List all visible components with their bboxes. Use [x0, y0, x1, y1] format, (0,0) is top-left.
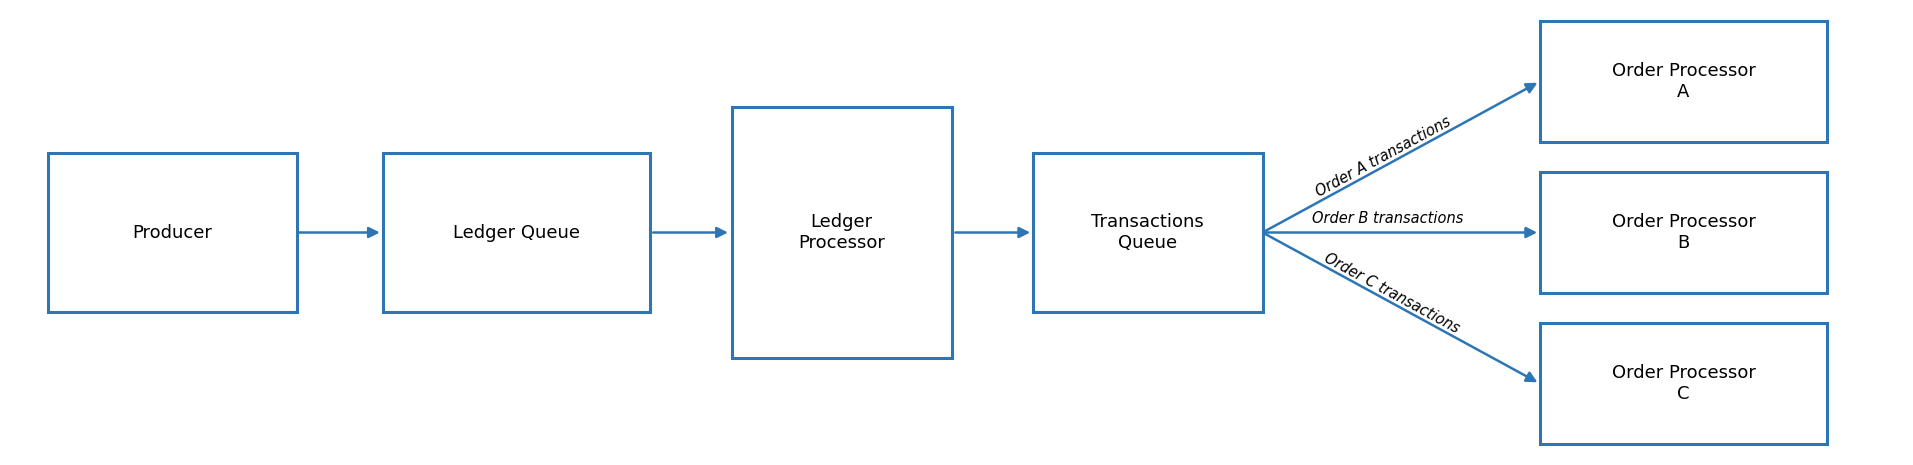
- Text: Order Processor
C: Order Processor C: [1611, 364, 1756, 403]
- Text: Producer: Producer: [132, 224, 212, 241]
- Text: Ledger Queue: Ledger Queue: [453, 224, 580, 241]
- Text: Ledger
Processor: Ledger Processor: [798, 213, 886, 252]
- FancyBboxPatch shape: [1540, 172, 1827, 293]
- Text: Transactions
Queue: Transactions Queue: [1092, 213, 1203, 252]
- Text: Order A transactions: Order A transactions: [1314, 114, 1454, 200]
- FancyBboxPatch shape: [1540, 323, 1827, 444]
- FancyBboxPatch shape: [48, 153, 297, 312]
- FancyBboxPatch shape: [731, 107, 951, 358]
- FancyBboxPatch shape: [383, 153, 650, 312]
- Text: Order Processor
B: Order Processor B: [1611, 213, 1756, 252]
- Text: Order C transactions: Order C transactions: [1322, 250, 1462, 336]
- FancyBboxPatch shape: [1033, 153, 1263, 312]
- Text: Order B transactions: Order B transactions: [1312, 211, 1463, 226]
- Text: Order Processor
A: Order Processor A: [1611, 62, 1756, 101]
- FancyBboxPatch shape: [1540, 21, 1827, 142]
